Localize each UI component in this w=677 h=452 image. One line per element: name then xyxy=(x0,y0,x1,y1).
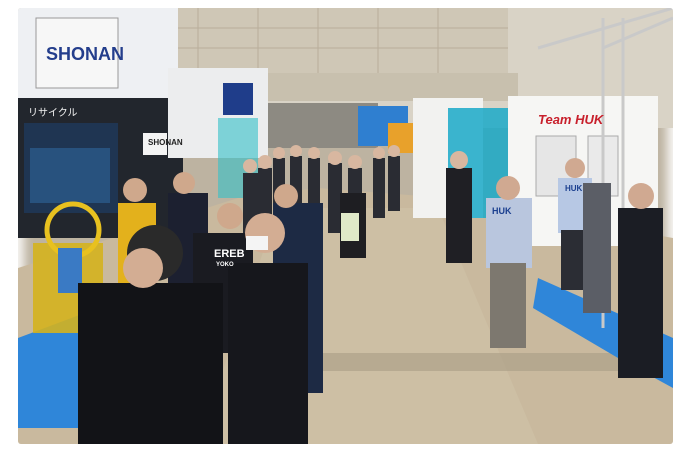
hall-scene xyxy=(18,8,673,444)
foreground-man-left xyxy=(78,283,223,444)
ereb-jacket-text: EREB xyxy=(214,248,245,260)
yokohama-jacket-text: YOKO xyxy=(216,262,234,268)
shonan-banner-text: SHONAN xyxy=(46,44,125,64)
huk-shirt-person xyxy=(486,198,532,268)
huk-shirt-text: HUK xyxy=(492,206,512,216)
team-huk-sign: Team HUK xyxy=(538,112,604,127)
foreground-man-right xyxy=(228,263,308,444)
huk-jacket-text: HUK xyxy=(565,184,583,193)
exhibition-hall-photo: SHONAN SHONAN リサイクル Team HUK HUK HUK ERE… xyxy=(18,8,673,444)
recycle-label: リサイクル xyxy=(28,108,78,119)
shonan-booth-text: SHONAN xyxy=(148,138,183,147)
